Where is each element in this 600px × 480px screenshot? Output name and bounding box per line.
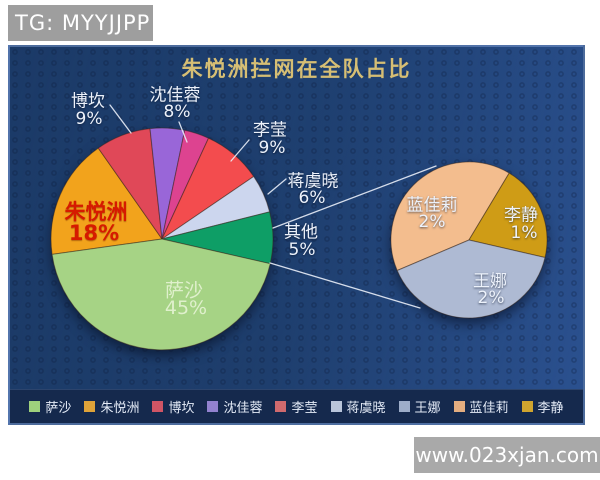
legend-swatch bbox=[275, 401, 287, 412]
legend-swatch bbox=[152, 401, 164, 412]
slice-label-zhuyuezhou: 朱悦洲 bbox=[64, 200, 128, 224]
legend-item: 李静 bbox=[521, 397, 564, 416]
slice-label-jiangyuxiao: 蒋虞晓 bbox=[287, 171, 339, 192]
slice-label-lijing: 李静 bbox=[504, 205, 538, 226]
slice-label-wangna: 王娜 bbox=[473, 271, 507, 292]
legend-label: 朱悦洲 bbox=[100, 401, 140, 416]
legend-swatch bbox=[453, 401, 465, 412]
breakout-line-bottom bbox=[269, 262, 421, 309]
slice-pct-boka: 9% bbox=[75, 109, 103, 129]
pie-slice-李静 bbox=[468, 172, 548, 259]
slice-label-sasha: 萨沙 bbox=[164, 279, 204, 302]
callout-line-jiangyuxiao bbox=[267, 178, 287, 195]
chart-title: 朱悦洲拦网在全队占比 bbox=[181, 57, 412, 81]
slice-label-shenjiarong: 沈佳蓉 bbox=[149, 85, 201, 106]
pie-slice-朱悦洲 bbox=[50, 147, 163, 255]
slice-pct-lijing: 1% bbox=[510, 223, 538, 243]
legend-item: 李莹 bbox=[275, 397, 318, 416]
legend-item: 蓝佳莉 bbox=[453, 397, 509, 416]
legend-item: 蒋虞晓 bbox=[330, 397, 386, 416]
slice-pct-sasha: 45% bbox=[164, 297, 208, 319]
legend-swatch bbox=[521, 401, 533, 412]
breakout-line-top bbox=[272, 165, 437, 229]
secondary-pie bbox=[390, 161, 548, 319]
legend-label: 蓝佳莉 bbox=[469, 401, 509, 416]
slice-label-boka: 博坎 bbox=[71, 91, 105, 112]
legend-label: 李静 bbox=[537, 401, 564, 416]
slice-pct-wangna: 2% bbox=[477, 288, 505, 308]
pie-slice-王娜 bbox=[396, 239, 546, 319]
tg-badge: TG: MYYJJPP bbox=[8, 5, 153, 41]
legend-label: 王娜 bbox=[414, 401, 441, 416]
slice-pct-jiangyuxiao: 6% bbox=[298, 188, 326, 208]
legend-label: 蒋虞晓 bbox=[346, 401, 386, 416]
legend-label: 萨沙 bbox=[45, 401, 72, 416]
pie-chart-canvas bbox=[50, 104, 548, 351]
slice-label-liying: 李莹 bbox=[253, 120, 287, 141]
legend-swatch bbox=[29, 401, 41, 412]
pie-slice-萨沙 bbox=[51, 238, 271, 351]
connector-lines bbox=[109, 104, 437, 309]
callout-line-liying bbox=[230, 139, 250, 162]
slice-pct-shenjiarong: 8% bbox=[163, 102, 191, 122]
slice-label-qita: 其他 bbox=[284, 222, 318, 243]
callout-line-boka bbox=[109, 104, 132, 134]
pie-slice-蓝佳莉 bbox=[390, 161, 510, 272]
legend-swatch bbox=[84, 401, 96, 412]
legend-item: 沈佳蓉 bbox=[207, 397, 262, 416]
slice-pct-qita: 5% bbox=[288, 240, 316, 260]
callout-line-shenjiarong bbox=[178, 121, 188, 143]
legend-label: 沈佳蓉 bbox=[223, 401, 263, 416]
main-pie bbox=[50, 127, 274, 351]
chart-panel: 朱悦洲拦网在全队占比 博坎 9% 沈佳蓉 8% 李莹 9% 蒋虞晓 6% 其他 … bbox=[8, 45, 585, 425]
legend-item: 王娜 bbox=[398, 397, 441, 416]
legend-item: 朱悦洲 bbox=[84, 397, 139, 416]
legend-swatch bbox=[207, 401, 219, 412]
watermark: www.023xjan.com bbox=[414, 437, 600, 473]
legend-swatch bbox=[330, 401, 342, 412]
slice-pct-zhuyuezhou: 18% bbox=[68, 221, 120, 245]
legend-item: 博坎 bbox=[152, 397, 194, 416]
legend-label: 李莹 bbox=[291, 401, 318, 416]
legend-item: 萨沙 bbox=[29, 397, 71, 416]
slice-pct-lanjiali: 2% bbox=[418, 212, 446, 232]
slice-label-lanjiali: 蓝佳莉 bbox=[406, 195, 458, 216]
slice-pct-liying: 9% bbox=[258, 138, 286, 158]
legend-label: 博坎 bbox=[168, 401, 195, 416]
legend-swatch bbox=[398, 401, 410, 412]
legend: 萨沙 朱悦洲 博坎 沈佳蓉 李莹 蒋虞晓 王娜 蓝佳莉 李静 bbox=[10, 389, 583, 423]
